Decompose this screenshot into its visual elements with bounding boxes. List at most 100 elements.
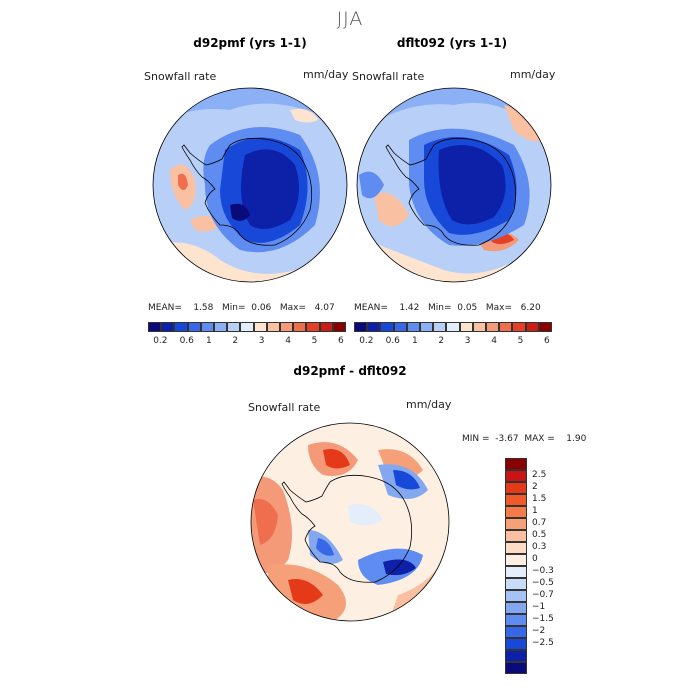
diff-units-label: mm/day [406, 398, 452, 411]
left-mean-value: 1.58 [193, 303, 214, 313]
colorbar-swatch [420, 322, 434, 332]
colorbar-tick-label: 1 [206, 336, 212, 346]
diff-colorbar-tick-label: 0.7 [532, 518, 547, 528]
colorbar-tick-label: 6 [338, 336, 344, 346]
diff-map [250, 422, 450, 622]
right-mean-value: 1.42 [399, 303, 420, 313]
colorbar-swatch [161, 322, 175, 332]
diff-colorbar-swatch [505, 554, 527, 566]
colorbar-tick-label: 1 [412, 336, 418, 346]
right-panel-title: dflt092 (yrs 1-1) [396, 36, 508, 50]
colorbar-tick-label: 3 [258, 336, 265, 346]
diff-colorbar-tick-label: −1 [532, 602, 546, 612]
colorbar-swatch [200, 322, 215, 332]
right-min-value: 0.05 [457, 303, 478, 313]
diff-colorbar-tick-label: −2.5 [532, 638, 554, 648]
colorbar-swatch [538, 322, 553, 332]
left-panel-title: d92pmf (yrs 1-1) [193, 36, 307, 50]
colorbar-swatch [433, 322, 447, 332]
colorbar-tick-label: 2 [232, 336, 239, 346]
left-max-value: 4.07 [314, 303, 335, 313]
left-min-label: Min= [221, 303, 246, 313]
diff-colorbar-labels: 2.5 2 1.5 1 0.7 0.5 0.3 0 −0.3 −0.5 −0.7 −1 −1.5 −2 −2… [532, 458, 572, 674]
colorbar-swatch [148, 322, 162, 332]
colorbar-swatch [525, 322, 539, 332]
diff-colorbar-tick-label: −2 [532, 626, 546, 636]
colorbar-tick-label: 0.6 [385, 336, 400, 346]
colorbar-tick-label: 0.6 [179, 336, 194, 346]
colorbar-tick-label: 2 [438, 336, 445, 346]
diff-colorbar-swatch [505, 494, 527, 506]
diff-colorbar-swatch [505, 638, 527, 650]
colorbar-swatch [293, 322, 307, 332]
diff-colorbar-tick-label: −0.7 [532, 590, 554, 600]
diff-colorbar-swatch [505, 650, 527, 662]
colorbar-tick-label: 5 [311, 336, 318, 346]
diff-colorbar-swatch [505, 614, 527, 626]
diff-colorbar-tick-label: 2 [532, 482, 538, 492]
left-units-label: mm/day [303, 68, 349, 81]
colorbar-swatch [214, 322, 228, 332]
diff-colorbar-tick-label: 0 [532, 554, 538, 564]
left-map [152, 87, 348, 283]
left-colorbar [148, 322, 347, 332]
colorbar-swatch [472, 322, 487, 332]
right-stats: MEAN= 1.42 Min= 0.05 Max= 6.20 [354, 303, 541, 313]
colorbar-tick-label: 0.2 [153, 336, 168, 346]
colorbar-tick-label: 3 [464, 336, 471, 346]
colorbar-swatch [486, 322, 500, 332]
colorbar-tick-label: 4 [285, 336, 291, 346]
diff-colorbar-tick-label: 0.3 [532, 542, 547, 552]
right-units-label: mm/day [510, 68, 556, 81]
left-colorbar-labels: 0.2 0.6 1 2 3 4 5 6 [148, 336, 346, 348]
left-max-label: Max= [279, 303, 307, 313]
diff-colorbar-swatch [505, 626, 527, 638]
colorbar-swatch [280, 322, 294, 332]
colorbar-swatch [354, 322, 368, 332]
colorbar-swatch [227, 322, 241, 332]
diff-colorbar-tick-label: −0.5 [532, 578, 554, 588]
diff-colorbar-tick-label: 1.5 [532, 494, 547, 504]
left-mean-label: MEAN= [148, 303, 182, 313]
diff-variable-label: Snowfall rate [248, 401, 321, 414]
right-map [356, 87, 552, 283]
diff-colorbar-swatch [505, 602, 527, 614]
colorbar-tick-label: 4 [491, 336, 497, 346]
diff-colorbar-swatch [505, 578, 527, 590]
diff-colorbar-swatch [505, 590, 527, 602]
left-min-value: 0.06 [251, 303, 272, 313]
colorbar-swatch [319, 322, 333, 332]
colorbar-swatch [406, 322, 421, 332]
diff-panel-title: d92pmf - dflt092 [293, 364, 407, 378]
colorbar-swatch [187, 322, 201, 332]
right-colorbar-labels: 0.2 0.6 1 2 3 4 5 6 [354, 336, 552, 348]
diff-min-label: MIN = [462, 434, 490, 444]
diff-stats: MIN = -3.67 MAX = 1.90 [462, 434, 586, 444]
right-max-label: Max= [485, 303, 513, 313]
right-min-label: Min= [427, 303, 452, 313]
season-title: JJA [336, 8, 364, 30]
colorbar-swatch [253, 322, 267, 332]
colorbar-swatch [499, 322, 513, 332]
colorbar-swatch [332, 322, 347, 332]
colorbar-tick-label: 5 [517, 336, 524, 346]
diff-colorbar-swatch [505, 518, 527, 530]
diff-colorbar-tick-label: −0.3 [532, 566, 554, 576]
diff-colorbar-swatch [505, 566, 527, 578]
colorbar-tick-label: 6 [544, 336, 550, 346]
diff-colorbar-swatch [505, 482, 527, 494]
colorbar-swatch [393, 322, 407, 332]
diff-colorbar-swatch [505, 542, 527, 554]
diff-colorbar-tick-label: 2.5 [532, 470, 547, 480]
diff-colorbar-swatch [505, 530, 527, 542]
diff-colorbar-tick-label: 0.5 [532, 530, 547, 540]
colorbar-swatch [459, 322, 473, 332]
diff-max-value: 1.90 [566, 434, 587, 444]
colorbar-tick-label: 0.2 [359, 336, 374, 346]
diff-colorbar-swatch [505, 662, 527, 674]
diff-colorbar-tick-label: −1.5 [532, 614, 554, 624]
colorbar-swatch [512, 322, 526, 332]
diff-colorbar [505, 458, 527, 674]
diff-max-label: MAX = [524, 434, 555, 444]
right-max-value: 6.20 [520, 303, 541, 313]
